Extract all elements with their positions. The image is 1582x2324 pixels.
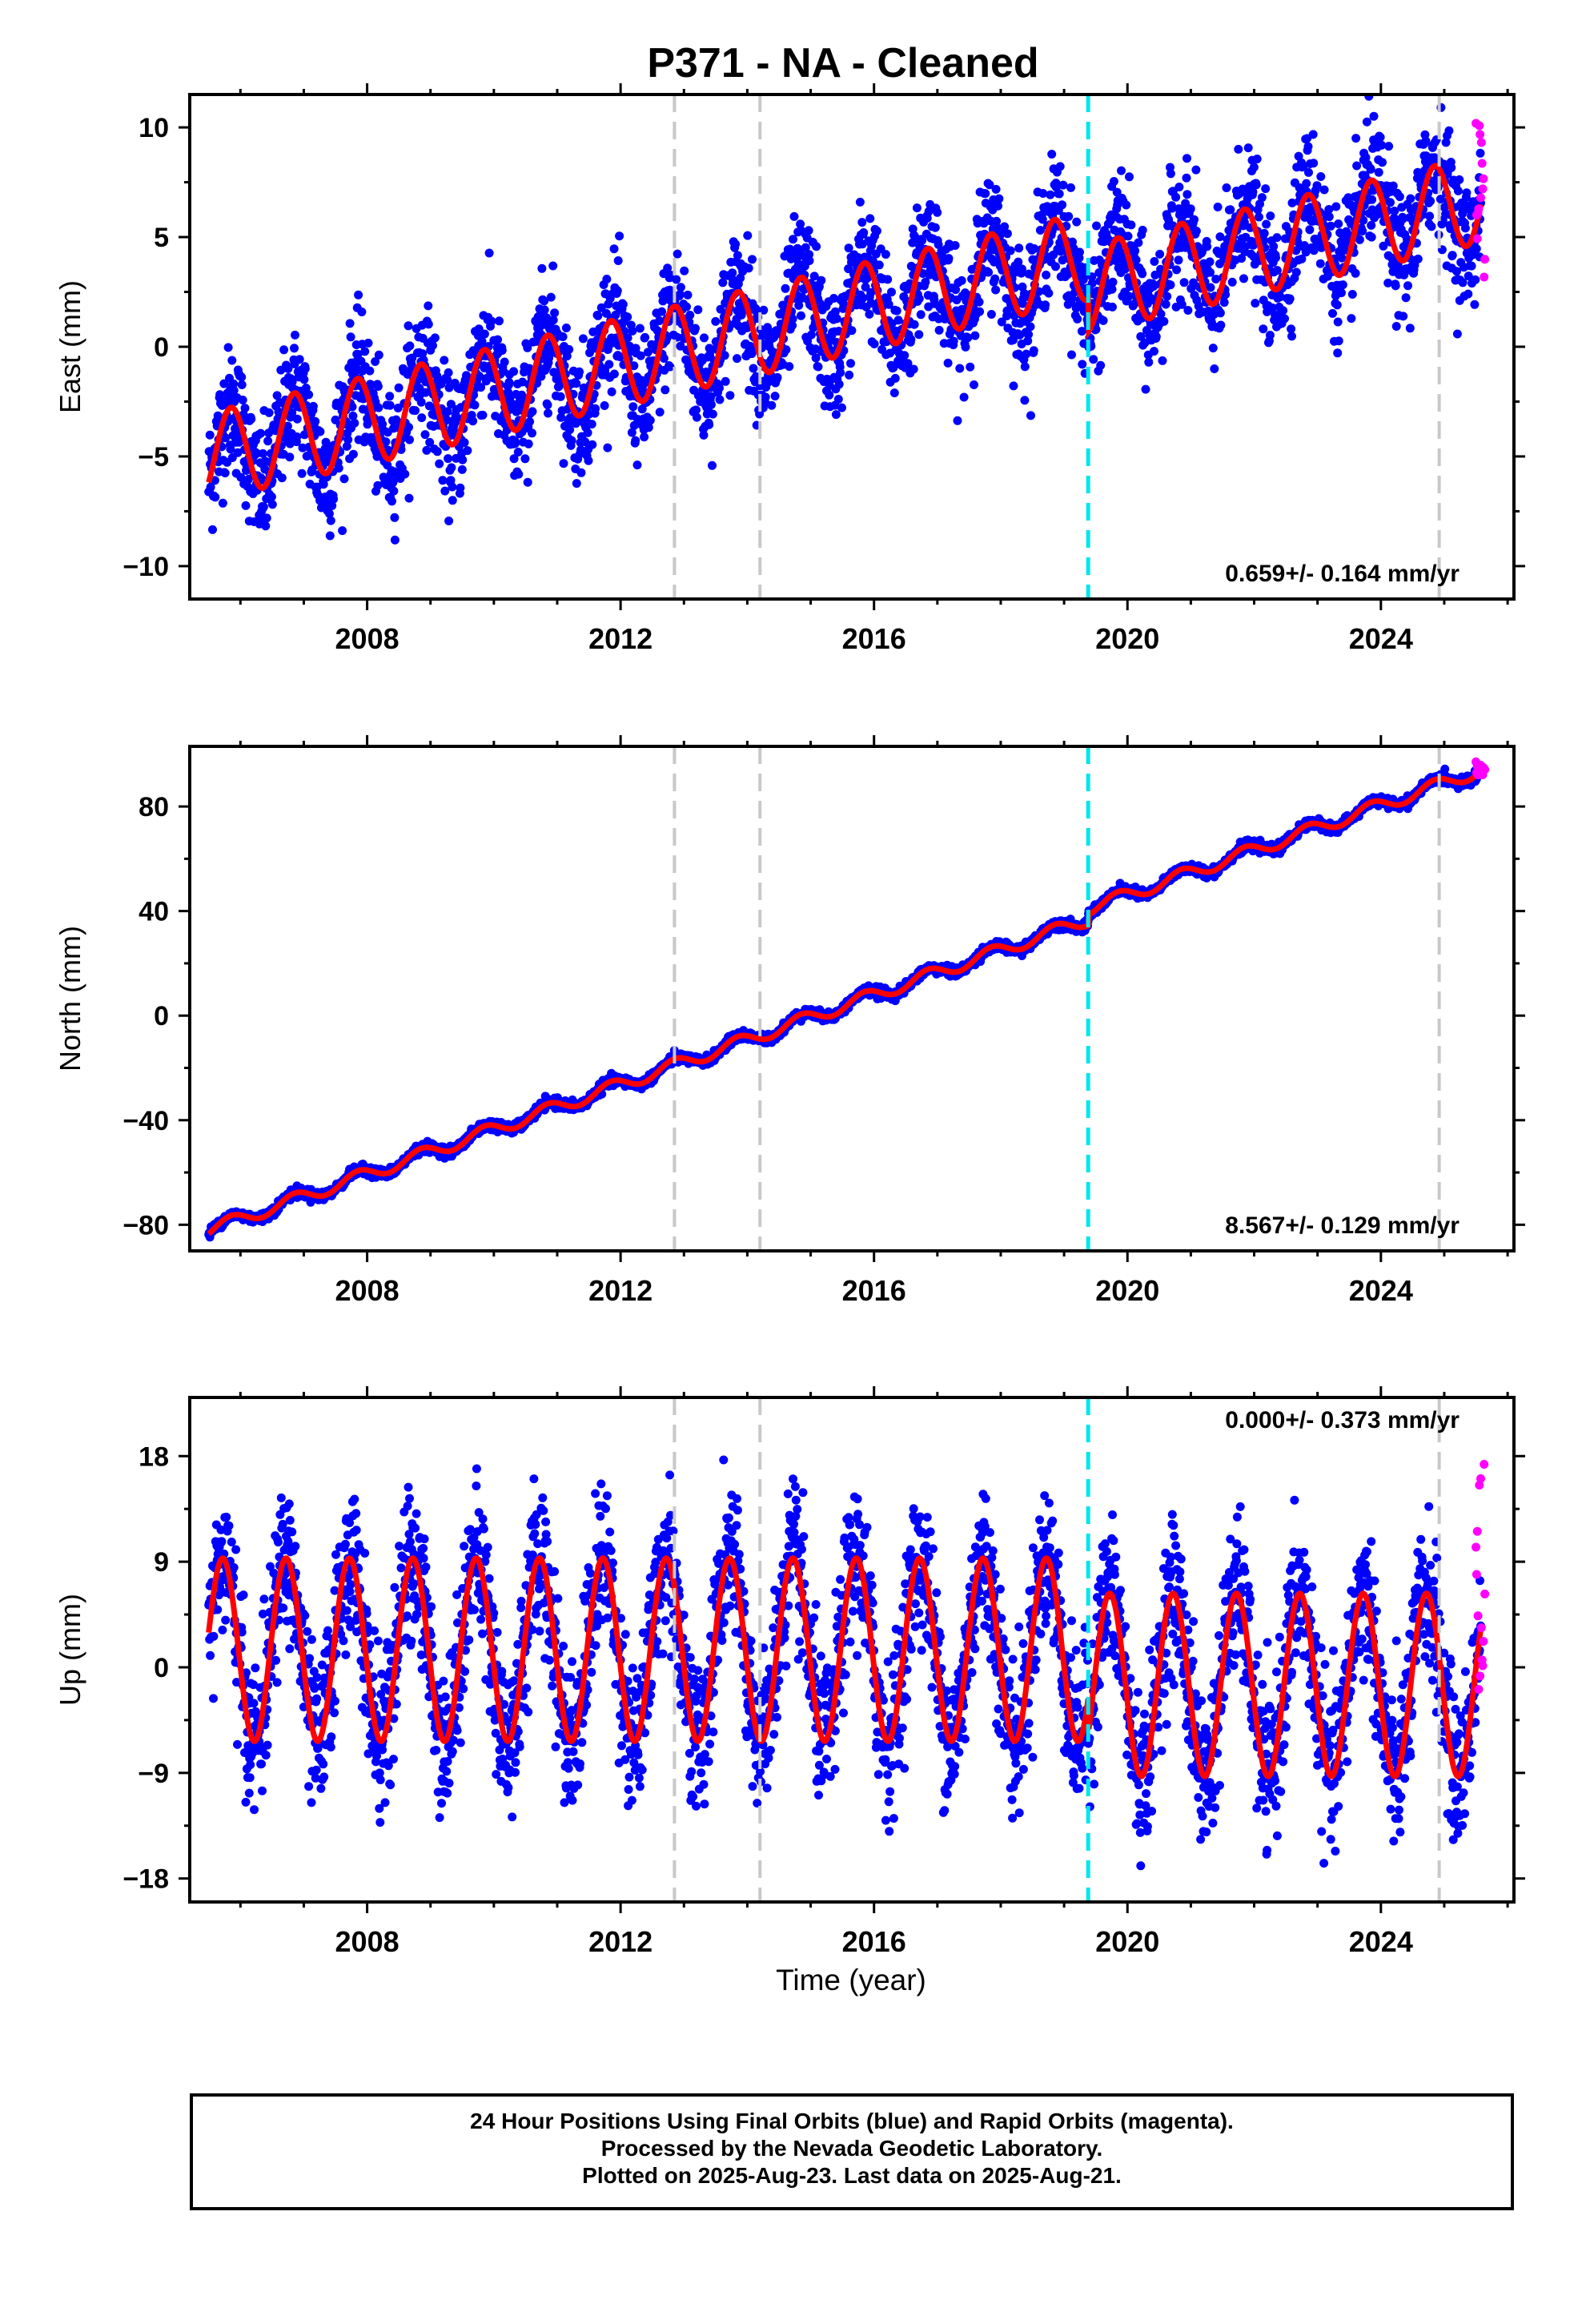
plot-area [204, 757, 1490, 1242]
y-tick-label: −80 [122, 1210, 169, 1240]
rapid-orbit-point [1472, 1542, 1481, 1552]
x-tick-label: 2020 [1095, 1925, 1159, 1958]
rapid-orbit-point [1472, 234, 1482, 243]
rapid-orbit-point [1480, 765, 1490, 774]
rapid-orbit-point [1475, 1481, 1484, 1490]
y-tick-label: 0 [154, 1653, 169, 1683]
caption-line-2: Processed by the Nevada Geodetic Laborat… [600, 2136, 1103, 2161]
y-tick-label: 0 [154, 332, 169, 363]
rapid-orbit-point [1476, 1474, 1485, 1483]
y-tick-label: 10 [139, 113, 169, 143]
panels: −10 −5 0 5 10 2008 2012 2016 2020 2024 East (mm) 0.… [54, 83, 1525, 1958]
x-tick-label: 2024 [1349, 1274, 1413, 1307]
y-axis-label: East (mm) [54, 280, 86, 413]
rapid-orbit-point [1478, 1661, 1488, 1671]
rapid-orbit-points [1472, 757, 1490, 780]
rapid-orbit-point [1474, 204, 1484, 214]
rapid-orbit-point [1472, 1526, 1482, 1536]
panel-frame [188, 745, 1516, 1252]
rapid-orbit-point [1475, 121, 1484, 131]
rapid-orbit-point [1478, 184, 1488, 194]
rapid-orbit-point [1480, 1589, 1490, 1598]
caption-box: 24 Hour Positions Using Final Orbits (bl… [190, 2093, 1514, 2210]
velocity-label: 0.000+/- 0.373 mm/yr [1225, 1407, 1460, 1433]
y-tick-label: 18 [139, 1441, 169, 1472]
rapid-orbit-point [1479, 1637, 1488, 1647]
model-fit-line [207, 768, 1484, 1236]
x-tick-label: 2016 [842, 622, 906, 655]
y-tick-label: 40 [139, 897, 169, 927]
x-tick-label: 2008 [335, 1925, 400, 1958]
panel-up: −18 −9 0 9 18 2008 2012 2016 2020 2024 Up (mm) 0.00… [54, 1386, 1525, 1958]
x-tick-label: 2024 [1349, 622, 1413, 655]
rapid-orbit-point [1476, 130, 1485, 139]
plot-area [204, 94, 1490, 545]
rapid-orbit-points [1472, 119, 1490, 282]
rapid-orbit-point [1476, 193, 1485, 203]
panel-east: −10 −5 0 5 10 2008 2012 2016 2020 2024 East (mm) 0.… [54, 83, 1525, 655]
final-orbit-points [204, 1455, 1486, 1871]
panel-north: −80 −40 0 40 80 2008 2012 2016 2020 2024 North (mm… [54, 735, 1525, 1307]
rapid-orbit-point [1476, 1671, 1485, 1681]
x-tick-label: 2008 [335, 622, 400, 655]
x-tick-label: 2020 [1095, 622, 1159, 655]
panel-frame [188, 93, 1516, 601]
rapid-orbit-point [1480, 272, 1489, 282]
rapid-orbit-point [1479, 174, 1488, 183]
rapid-orbit-points [1472, 1460, 1490, 1695]
rapid-orbit-point [1480, 1460, 1489, 1470]
x-tick-label: 2012 [588, 622, 652, 655]
x-tick-label: 2008 [335, 1274, 400, 1307]
y-axis-label: North (mm) [54, 926, 86, 1072]
rapid-orbit-point [1476, 1623, 1486, 1633]
rapid-orbit-point [1480, 255, 1490, 264]
velocity-label: 0.659+/- 0.164 mm/yr [1225, 561, 1460, 587]
y-tick-label: 80 [139, 792, 169, 822]
model-fit-line [206, 1555, 1484, 1779]
rapid-orbit-point [1476, 138, 1486, 147]
plot-area [204, 1455, 1490, 1871]
y-tick-label: −9 [138, 1759, 169, 1789]
rapid-orbit-point [1472, 1570, 1481, 1579]
rapid-orbit-point [1477, 159, 1487, 168]
x-tick-label: 2020 [1095, 1274, 1159, 1307]
panel-frame [188, 1396, 1516, 1904]
x-tick-label: 2016 [842, 1274, 906, 1307]
y-tick-label: 0 [154, 1001, 169, 1031]
figure-title: P371 - NA - Cleaned [647, 40, 1038, 86]
model-fit-line [206, 163, 1484, 492]
x-tick-label: 2016 [842, 1925, 906, 1958]
y-tick-label: −10 [122, 552, 169, 582]
x-axis-label: Time (year) [776, 1964, 926, 1996]
rapid-orbit-point [1474, 1685, 1484, 1695]
y-tick-label: −18 [122, 1864, 169, 1895]
y-tick-label: −5 [138, 442, 169, 472]
y-tick-label: 5 [154, 223, 169, 253]
x-tick-label: 2012 [588, 1925, 652, 1958]
y-tick-label: −40 [122, 1106, 169, 1136]
velocity-label: 8.567+/- 0.129 mm/yr [1225, 1212, 1460, 1239]
caption-line-3: Plotted on 2025-Aug-23. Last data on 202… [582, 2163, 1122, 2188]
x-tick-label: 2012 [588, 1274, 652, 1307]
x-tick-label: 2024 [1349, 1925, 1413, 1958]
y-axis-label: Up (mm) [54, 1594, 86, 1706]
y-tick-label: 9 [154, 1547, 169, 1578]
caption-line-1: 24 Hour Positions Using Final Orbits (bl… [470, 2109, 1234, 2133]
rapid-orbit-point [1473, 1611, 1483, 1621]
final-orbit-marks [204, 1455, 1486, 1871]
